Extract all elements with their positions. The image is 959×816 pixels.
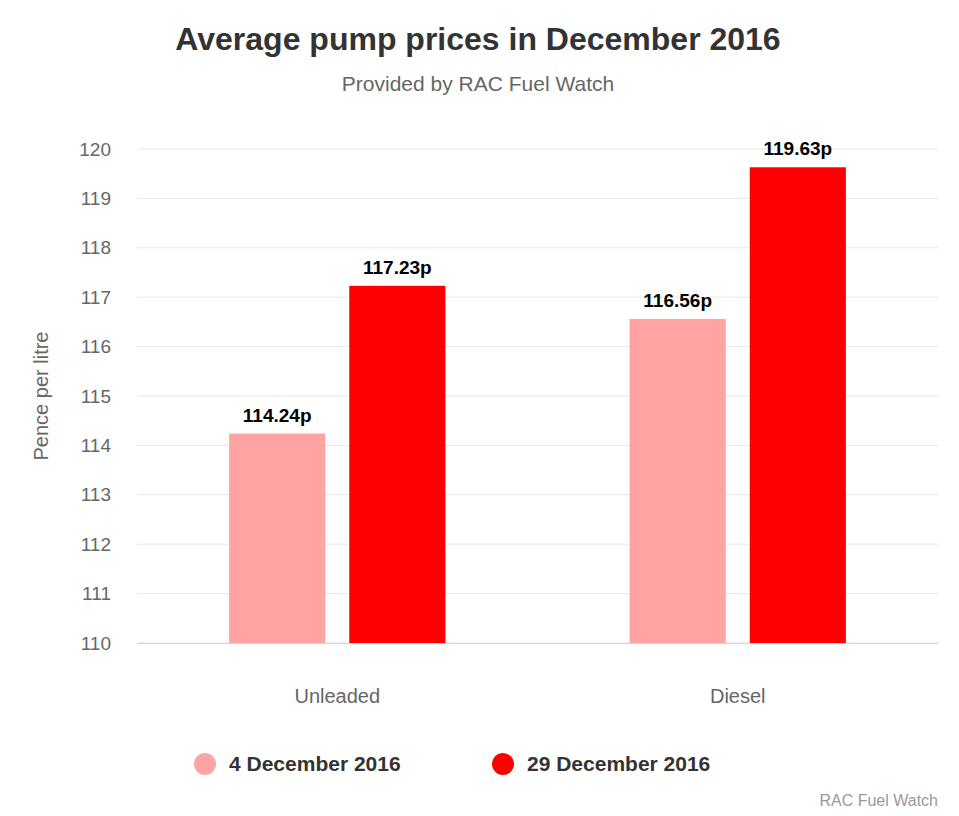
y-axis: 110 111 112 113 114 115 116 117 118 119 120	[79, 139, 137, 654]
y-tick-label: 119	[81, 188, 111, 209]
y-tick: 120	[79, 139, 137, 160]
y-tick: 114	[81, 435, 137, 456]
bar	[229, 434, 325, 643]
data-labels: 114.24p 116.56p 117.23p 119.63p	[243, 138, 832, 425]
title: Average pump prices in December 2016	[175, 21, 780, 57]
legend-swatch	[492, 753, 514, 775]
bar	[630, 319, 726, 643]
y-tick: 117	[81, 287, 137, 308]
data-label: 119.63p	[763, 138, 832, 159]
bar	[349, 286, 445, 643]
y-tick: 110	[81, 633, 137, 654]
y-tick: 111	[82, 583, 137, 604]
grid	[137, 149, 938, 643]
chart: Average pump prices in December 2016 Prov…	[0, 0, 959, 816]
y-tick-label: 117	[81, 287, 111, 308]
y-tick: 119	[81, 188, 137, 209]
y-axis-title: Pence per litre	[30, 332, 52, 461]
y-tick-label: 116	[81, 336, 111, 357]
y-tick-label: 115	[81, 386, 111, 407]
y-tick: 112	[81, 534, 137, 555]
x-tick: Unleaded	[294, 643, 380, 707]
subtitle: Provided by RAC Fuel Watch	[342, 72, 614, 95]
source: RAC Fuel Watch	[819, 792, 938, 809]
x-tick-label: Unleaded	[294, 685, 380, 707]
legend-label: 29 December 2016	[527, 752, 710, 775]
bars	[229, 167, 846, 643]
y-tick-label: 113	[81, 484, 111, 505]
y-tick-label: 110	[81, 633, 111, 654]
legend: 4 December 2016 29 December 2016	[194, 752, 710, 775]
y-tick: 116	[81, 336, 137, 357]
legend-item: 4 December 2016	[194, 752, 401, 775]
y-tick-label: 111	[82, 583, 111, 604]
data-label: 117.23p	[363, 257, 432, 278]
data-label: 116.56p	[643, 290, 712, 311]
x-axis: Unleaded Diesel	[138, 643, 939, 707]
legend-swatch	[194, 753, 216, 775]
legend-item: 29 December 2016	[492, 752, 710, 775]
x-axis-line	[138, 643, 939, 644]
y-tick-label: 112	[81, 534, 111, 555]
bar	[750, 167, 846, 643]
x-tick-label: Diesel	[710, 685, 766, 707]
x-tick: Diesel	[710, 643, 766, 707]
legend-label: 4 December 2016	[229, 752, 401, 775]
y-tick: 113	[81, 484, 137, 505]
y-tick: 115	[81, 386, 137, 407]
y-tick-label: 120	[79, 139, 111, 160]
y-tick: 118	[81, 237, 137, 258]
data-label: 114.24p	[243, 405, 312, 426]
y-tick-label: 118	[81, 237, 111, 258]
y-tick-label: 114	[81, 435, 112, 456]
